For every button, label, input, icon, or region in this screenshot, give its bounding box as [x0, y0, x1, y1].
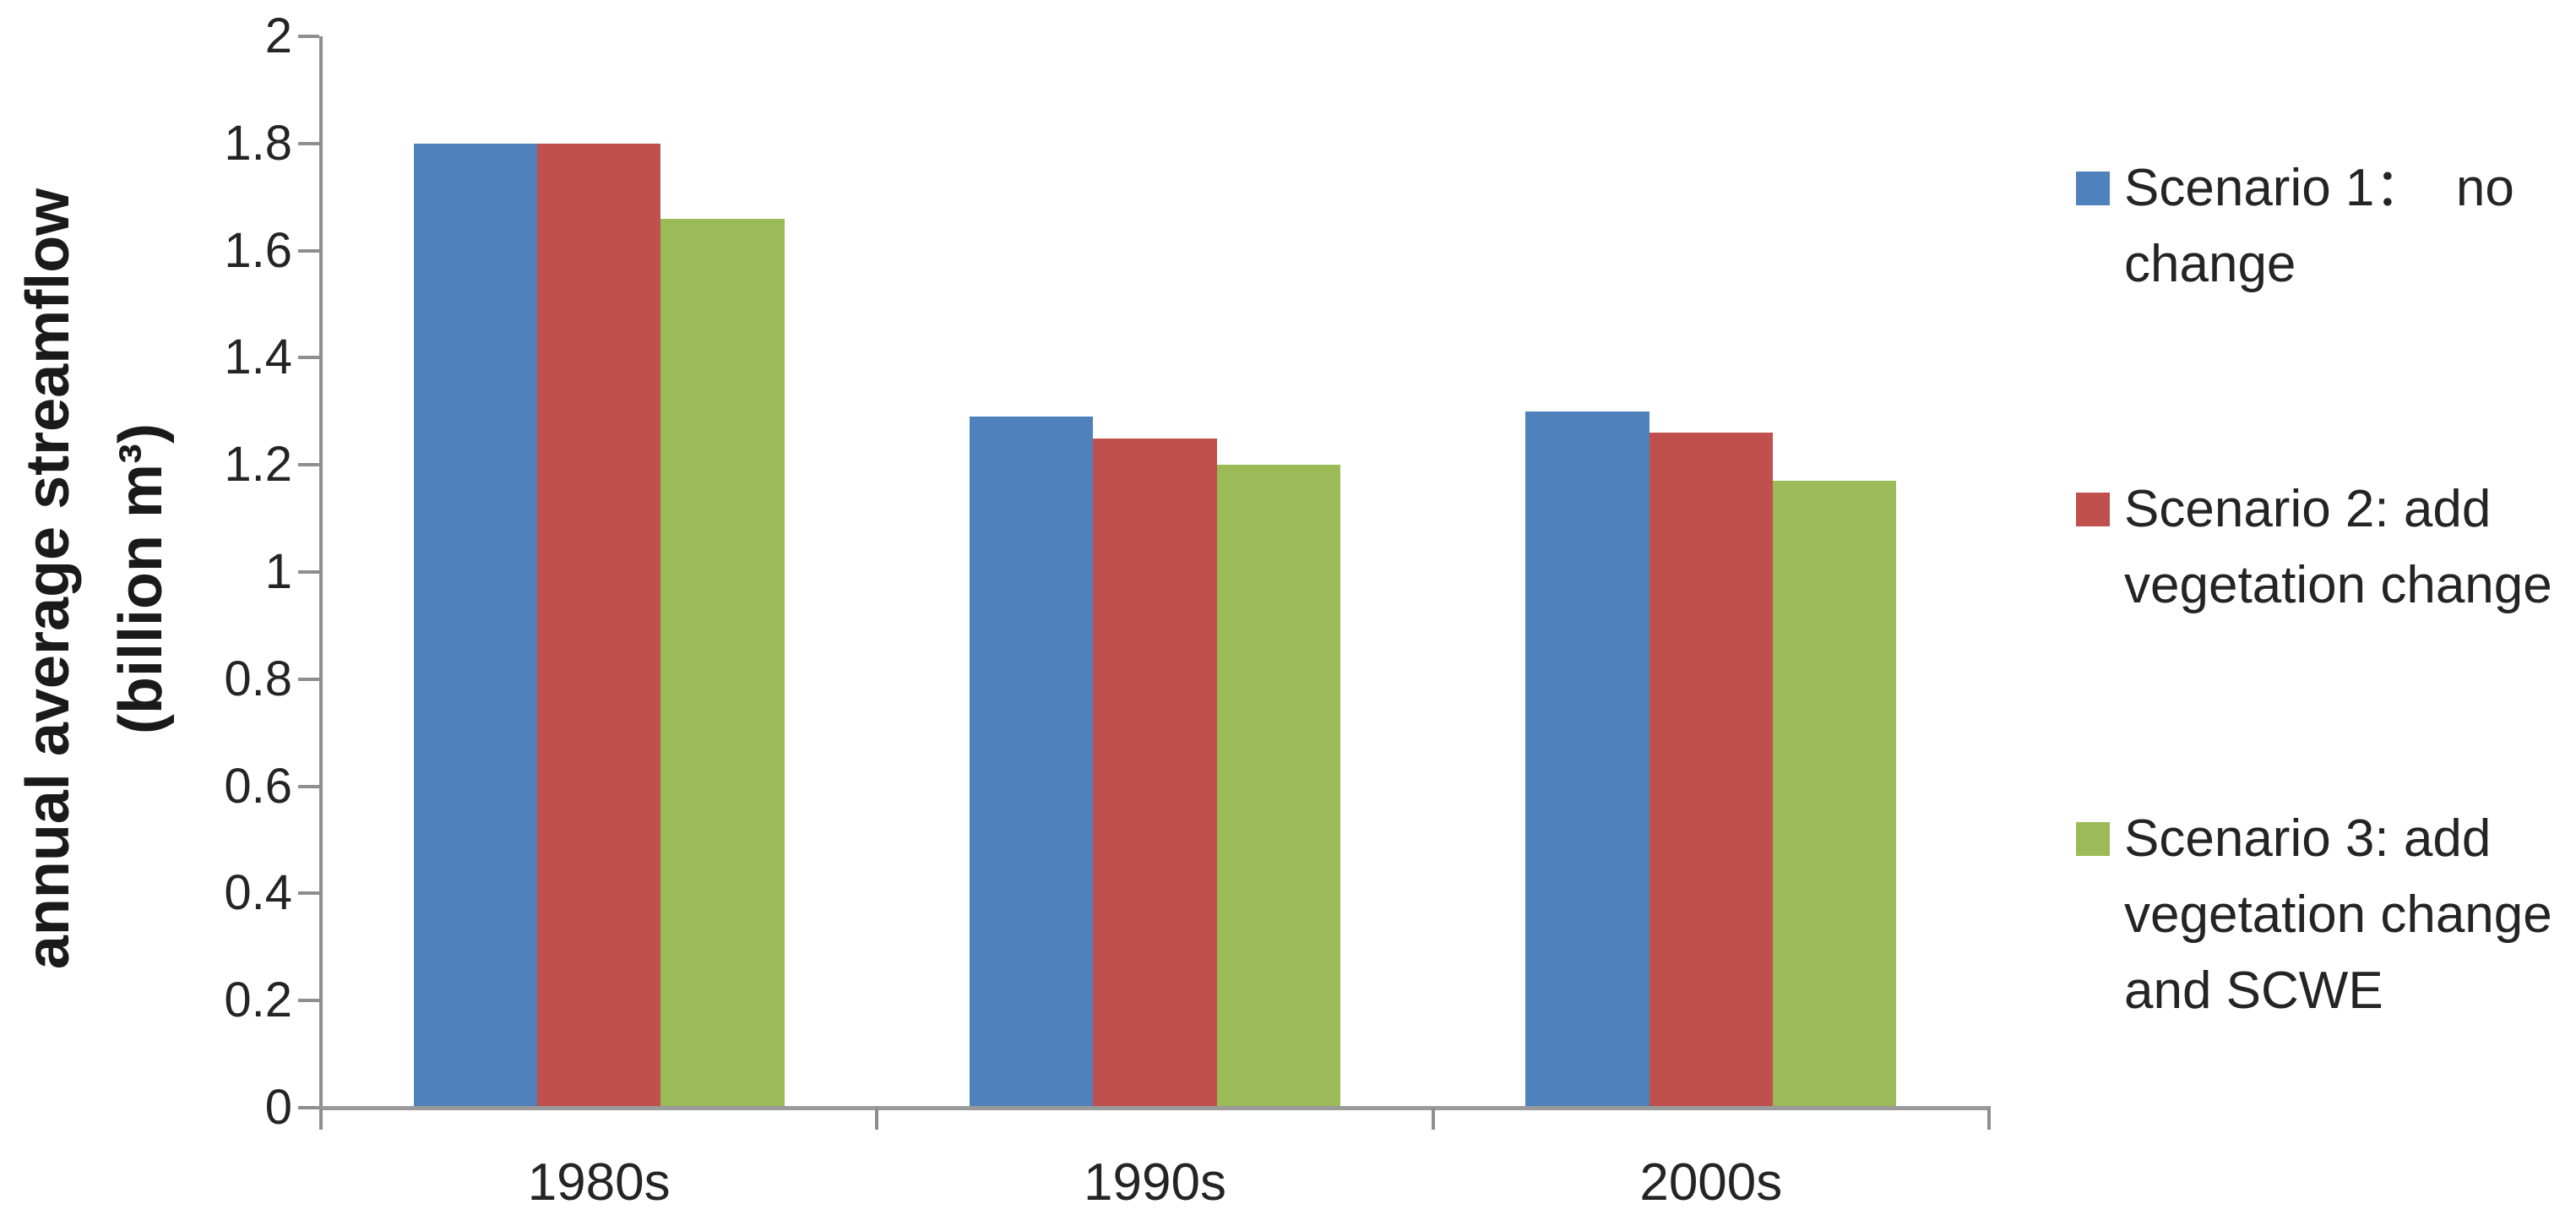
x-boundary-tick [1431, 1108, 1435, 1130]
y-tick-label: 0.4 [224, 865, 292, 921]
legend-label-3: Scenario 3: add vegetation change and SCWE [2124, 801, 2552, 1029]
x-category-label-2000s: 2000s [1639, 1153, 1783, 1212]
legend-label-line: Scenario 1： no [2124, 159, 2514, 217]
legend-swatch-2 [2076, 493, 2110, 526]
legend-label-line: Scenario 2: add [2124, 480, 2492, 538]
y-tick-mark [298, 570, 319, 574]
legend-label-line: vegetation change [2124, 885, 2552, 944]
y-axis-title-line-1: annual average streamflow [14, 188, 82, 970]
y-tick-mark [298, 784, 319, 788]
bar-1990s-series-2 [1093, 438, 1217, 1108]
y-tick-mark [298, 1106, 319, 1109]
legend-label-2: Scenario 2: add vegetation change [2124, 471, 2552, 624]
bar-2000s-series-3 [1772, 481, 1897, 1108]
y-tick-label: 2 [264, 8, 292, 63]
y-tick-label: 1.6 [224, 222, 292, 278]
y-tick-mark [298, 248, 319, 253]
legend-swatch-3 [2076, 822, 2110, 856]
bar-2000s-series-2 [1649, 433, 1773, 1108]
y-tick-label: 0.8 [224, 651, 292, 706]
y-tick-mark [298, 35, 319, 38]
legend-label-1: Scenario 1： no change [2124, 150, 2514, 302]
legend-label-line: Scenario 3: add [2124, 809, 2492, 868]
y-tick-mark [298, 463, 319, 467]
x-category-label-1990s: 1990s [1084, 1153, 1226, 1212]
bar-1990s-series-1 [970, 417, 1094, 1108]
bar-1980s-series-2 [537, 143, 661, 1108]
y-tick-label: 1.2 [224, 437, 292, 493]
legend-item-2: Scenario 2: add vegetation change [2076, 471, 2574, 624]
y-tick-label: 0.6 [224, 758, 292, 814]
legend-item-1: Scenario 1： no change [2076, 150, 2574, 302]
y-tick-mark [298, 677, 319, 681]
y-tick-mark [298, 891, 319, 896]
y-tick-mark [298, 141, 319, 145]
bar-2000s-series-1 [1525, 411, 1649, 1108]
y-tick-label: 0 [264, 1080, 292, 1135]
bar-1980s-series-1 [413, 143, 537, 1108]
x-axis-line [319, 1106, 1991, 1110]
bar-1990s-series-3 [1216, 465, 1340, 1108]
x-category-label-1980s: 1980s [527, 1153, 671, 1212]
legend-item-3: Scenario 3: add vegetation change and SCWE [2076, 801, 2574, 1029]
bar-1980s-series-3 [660, 218, 785, 1108]
x-boundary-tick [875, 1108, 879, 1130]
x-boundary-tick [319, 1108, 323, 1130]
y-tick-label: 0.2 [224, 973, 292, 1028]
y-tick-mark [298, 999, 319, 1003]
legend-label-line: vegetation change [2124, 556, 2552, 614]
legend-label-line: and SCWE [2124, 962, 2383, 1020]
y-tick-mark [298, 356, 319, 360]
y-axis-line [319, 36, 323, 1108]
y-tick-label: 1.8 [224, 115, 292, 171]
y-tick-label: 1 [264, 544, 292, 599]
legend-label-line: change [2124, 235, 2296, 293]
y-tick-label: 1.4 [224, 330, 292, 385]
legend-swatch-1 [2076, 172, 2110, 205]
x-boundary-tick [1987, 1108, 1991, 1130]
